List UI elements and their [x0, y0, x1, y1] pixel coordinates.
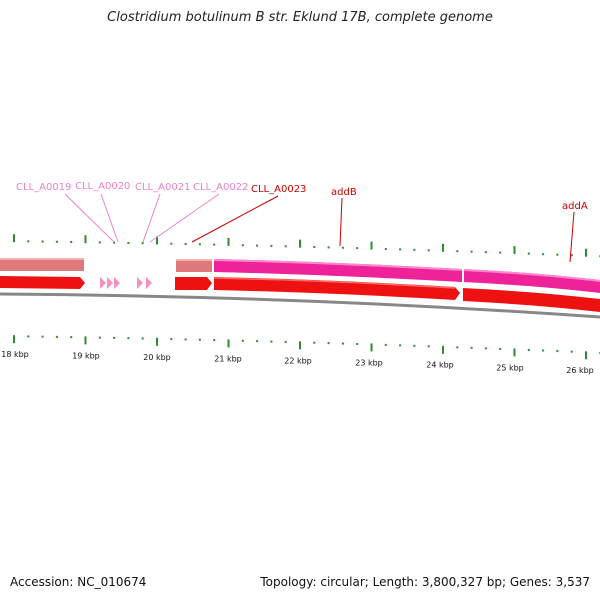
scale-label: 25 kbp: [496, 363, 524, 372]
feature-bar-magenta-addB: [214, 259, 462, 282]
label-leaders: [64, 193, 575, 263]
gene-label: CLL_A0023: [251, 184, 306, 195]
tick-row-top: [13, 234, 600, 258]
cds-arrow-addB: [214, 277, 460, 300]
scale-label: 22 kbp: [284, 356, 312, 365]
feature-bar-salmon-mid: [176, 259, 212, 272]
accession-text: Accession: NC_010674: [10, 575, 147, 589]
cds-arrow: [0, 276, 85, 289]
gene-label: CLL_A0020: [75, 181, 130, 192]
gene-label: addA: [562, 201, 588, 212]
topology-text: Topology: circular; Length: 3,800,327 bp…: [260, 575, 590, 589]
cds-arrow-small: [114, 277, 120, 289]
cds-arrow-small: [137, 277, 143, 289]
gene-label: CLL_A0021: [135, 182, 190, 193]
leader-CLL_A0022: [149, 193, 220, 243]
tick-row-bottom: [13, 335, 600, 360]
scale-labels: 18 kbp 19 kbp 20 kbp 21 kbp 22 kbp 23 kbp 24 k…: [1, 350, 594, 375]
scale-label: 24 kbp: [426, 361, 454, 370]
scale-label: 19 kbp: [72, 351, 100, 360]
gene-labels: CLL_A0019 CLL_A0020 CLL_A0021 CLL_A0022 …: [16, 181, 588, 212]
cds-arrow-small: [107, 277, 113, 289]
cds-track: [0, 276, 600, 312]
gene-label: CLL_A0022: [193, 182, 248, 193]
leader-CLL_A0020: [100, 193, 119, 243]
cds-arrow-small: [146, 277, 152, 289]
map-title: Clostridium botulinum B str. Eklund 17B,…: [107, 10, 493, 25]
scale-label: 18 kbp: [1, 350, 29, 359]
feature-bar-salmon-left: [0, 258, 84, 271]
cds-arrow-addA: [463, 288, 600, 312]
gene-label: addB: [331, 187, 357, 198]
gene-label: CLL_A0019: [16, 182, 71, 193]
leader-addB: [339, 197, 343, 247]
feature-track-upper: [0, 258, 600, 293]
leader-addA: [569, 211, 575, 263]
cds-arrow-small: [100, 277, 106, 289]
scale-label: 20 kbp: [143, 353, 171, 362]
scale-label: 26 kbp: [566, 366, 594, 375]
leader-CLL_A0019: [64, 193, 115, 243]
leader-CLL_A0023: [191, 195, 279, 243]
scale-label: 21 kbp: [214, 354, 242, 363]
genome-backbone: [0, 292, 600, 319]
feature-bar-magenta-addA: [464, 269, 600, 293]
leader-CLL_A0021: [142, 193, 161, 243]
scale-label: 23 kbp: [355, 358, 383, 367]
cds-arrow: [175, 277, 212, 290]
